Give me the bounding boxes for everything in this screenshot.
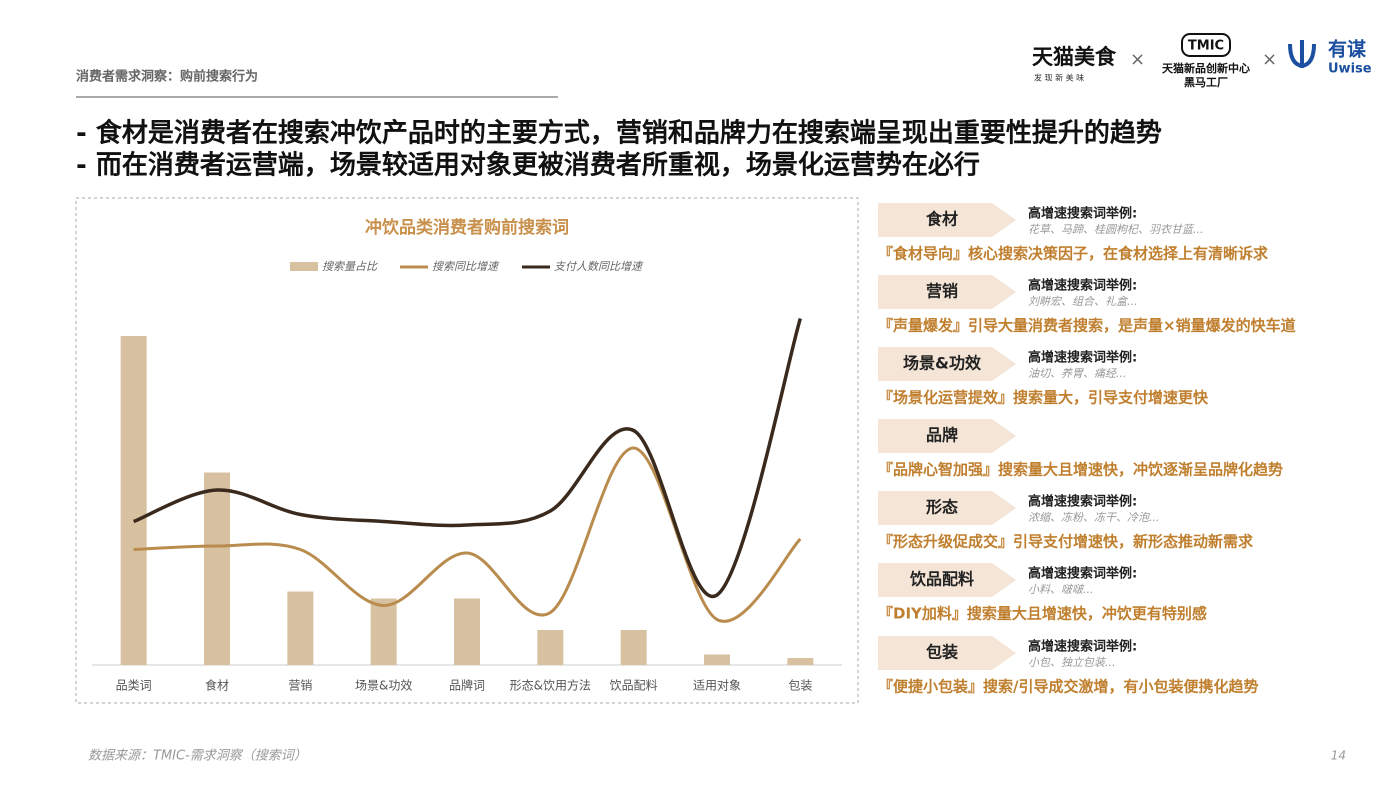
item-hint: 高增速搜索词举例:: [1028, 639, 1137, 655]
label-chevron: [878, 419, 1016, 453]
item-desc: 『声量爆发』引导大量消费者搜索，是声量×销量爆发的快车道: [878, 317, 1296, 335]
item-examples: 小料、啵啵...: [1028, 583, 1094, 596]
x-tick-label: 品类词: [116, 679, 152, 693]
bar: [454, 598, 480, 665]
x-tick-label: 营销: [288, 679, 312, 693]
item-examples: 小包、独立包装...: [1028, 656, 1116, 669]
line-series: [133, 446, 802, 623]
label-chevron: [878, 347, 1016, 381]
label-chevron: [878, 203, 1016, 237]
item-desc: 『便捷小包装』搜索/引导成交激增，有小包装便携化趋势: [878, 678, 1258, 696]
bar: [787, 658, 814, 665]
item-hint: 高增速搜索词举例:: [1028, 350, 1137, 366]
legend-swatch: [290, 262, 318, 271]
logo-frame: [1181, 33, 1231, 57]
label-chevron: [878, 275, 1016, 309]
item-desc: 『DIY加料』搜索量大且增速快，冲饮更有特别感: [878, 605, 1207, 623]
bar: [204, 472, 230, 665]
section-title: 消费者需求洞察：购前搜索行为: [76, 69, 258, 85]
x-tick-label: 包装: [788, 679, 812, 693]
logo: TMIC: [1188, 39, 1224, 54]
label-chevron: [878, 636, 1016, 670]
logo: 黑马工厂: [1184, 76, 1228, 89]
item-label: 包装: [926, 643, 958, 662]
item-hint: 高增速搜索词举例:: [1028, 566, 1137, 582]
label-chevron: [878, 563, 1016, 597]
item-label: 营销: [926, 282, 958, 301]
legend-label: 搜索量占比: [322, 260, 378, 273]
x-tick-label: 场景&功效: [355, 678, 412, 693]
label-chevron: [878, 491, 1016, 525]
item-examples: 花草、马蹄、桂圆枸杞、羽衣甘蓝...: [1028, 223, 1204, 236]
logo: 天猫新品创新中心: [1162, 61, 1250, 75]
logo: 发 现 新 美 味: [1034, 73, 1084, 83]
item-desc: 『形态升级促成交』引导支付增速快，新形态推动新需求: [878, 533, 1254, 551]
logo-icon: [1288, 40, 1316, 69]
item-hint: 高增速搜索词举例:: [1028, 206, 1137, 222]
line-series: [133, 317, 803, 599]
item-examples: 浓缩、冻粉、冻干、冷泡...: [1028, 511, 1160, 524]
item-label: 形态: [926, 498, 958, 517]
item-hint: 高增速搜索词举例:: [1028, 278, 1137, 294]
item-hint: 高增速搜索词举例:: [1028, 494, 1137, 510]
legend-label: 支付人数同比增速: [554, 260, 644, 273]
item-label: 品牌: [926, 426, 958, 445]
item-examples: 刘畊宏、组合、礼盒...: [1028, 295, 1138, 308]
bar: [287, 591, 314, 665]
item-label: 食材: [925, 210, 958, 229]
bar: [620, 630, 647, 665]
headline: - 食材是消费者在搜索冲饮产品时的主要方式，营销和品牌力在搜索端呈现出重要性提升…: [76, 118, 1162, 149]
item-label: 场景&功效: [903, 354, 981, 373]
bar: [120, 336, 147, 665]
separator: ×: [1130, 49, 1145, 70]
logo: 有谋: [1328, 38, 1367, 61]
x-tick-label: 品牌词: [449, 679, 485, 693]
separator: ×: [1262, 49, 1277, 70]
bar: [704, 654, 730, 665]
headline: - 而在消费者运营端，场景较适用对象更被消费者所重视，场景化运营势在必行: [76, 150, 980, 181]
item-desc: 『场景化运营提效』搜索量大，引导支付增速更快: [878, 389, 1209, 407]
item-desc: 『品牌心智加强』搜索量大且增速快，冲饮逐渐呈品牌化趋势: [878, 461, 1283, 479]
x-tick-label: 食材: [205, 678, 229, 693]
chart-frame: [75, 197, 859, 704]
page-number: 14: [1331, 749, 1346, 763]
bar: [370, 598, 397, 665]
x-tick-label: 饮品配料: [610, 679, 658, 693]
bar: [537, 630, 564, 665]
chart-title: 冲饮品类消费者购前搜索词: [365, 217, 569, 238]
item-desc: 『食材导向』核心搜索决策因子，在食材选择上有清晰诉求: [878, 245, 1269, 263]
logo: Uwise: [1328, 62, 1372, 77]
logo: 天猫美食: [1032, 45, 1117, 69]
x-tick-label: 适用对象: [693, 679, 741, 693]
item-examples: 油切、养胃、痛经...: [1028, 367, 1127, 380]
source: 数据来源：TMIC-需求洞察（搜索词）: [88, 748, 307, 764]
item-label: 饮品配料: [909, 570, 974, 589]
legend-label: 搜索同比增速: [432, 260, 500, 273]
x-tick-label: 形态&饮用方法: [510, 678, 591, 693]
